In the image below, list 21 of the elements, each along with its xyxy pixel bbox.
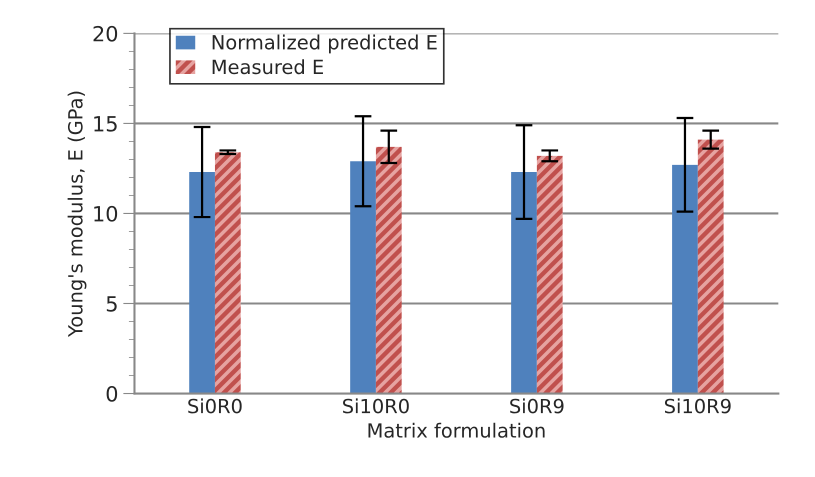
bar: [376, 146, 402, 394]
y-axis-title: Young's modulus, E (GPa): [68, 92, 86, 338]
x-tick-label: Si10R0: [343, 398, 409, 414]
legend-label: Normalized predicted E: [212, 34, 437, 54]
bar: [189, 172, 215, 394]
bar: [672, 164, 698, 394]
y-tick-label: 20: [94, 26, 118, 42]
bar: [698, 140, 724, 394]
bar: [214, 152, 241, 394]
y-tick-label: 0: [106, 386, 118, 402]
x-axis-title: Matrix formulation: [368, 422, 545, 438]
x-tick-label: Si0R9: [510, 398, 564, 414]
x-tick-label: Si0R0: [188, 398, 242, 414]
y-tick-label: 10: [94, 206, 118, 222]
bar: [350, 161, 376, 394]
legend-label: Measured E: [212, 59, 323, 74]
bar: [536, 156, 563, 394]
y-tick-label: 5: [106, 296, 117, 312]
x-tick-label: Si10R9: [664, 398, 731, 414]
bar: [511, 172, 537, 394]
y-tick-label: 15: [94, 116, 117, 132]
